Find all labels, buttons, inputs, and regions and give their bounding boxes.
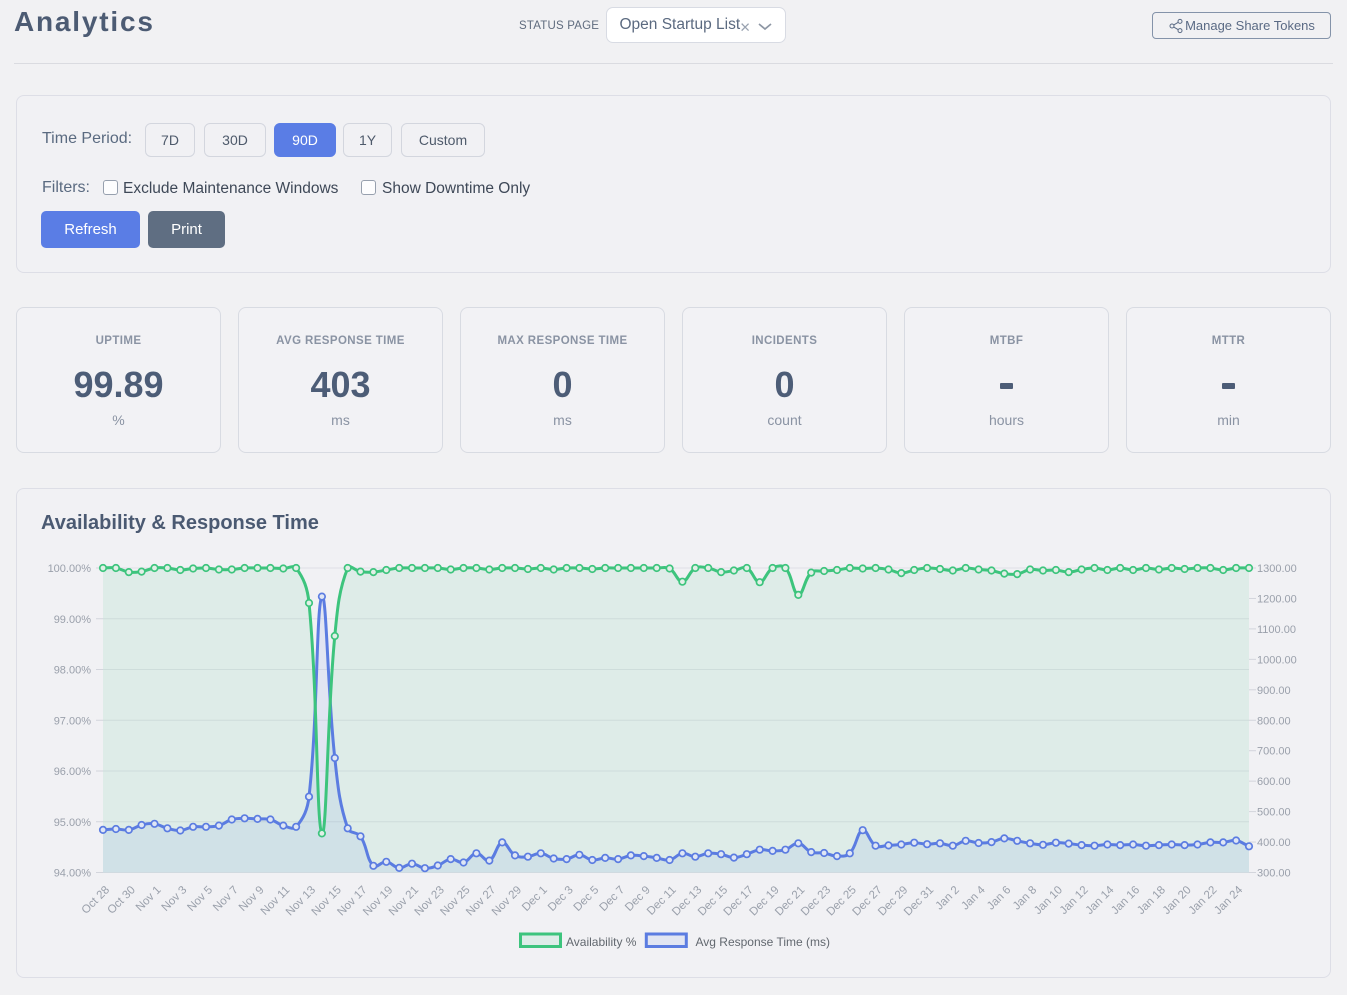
svg-text:800.00: 800.00 (1257, 715, 1291, 727)
svg-text:700.00: 700.00 (1257, 746, 1291, 758)
svg-text:98.00%: 98.00% (54, 665, 92, 677)
svg-text:96.00%: 96.00% (54, 766, 92, 778)
svg-text:1000.00: 1000.00 (1257, 654, 1297, 666)
svg-text:Nov 7: Nov 7 (211, 884, 241, 914)
svg-text:Dec 31: Dec 31 (902, 884, 936, 918)
svg-text:Dec 5: Dec 5 (572, 884, 602, 914)
svg-text:Availability %: Availability % (566, 935, 637, 949)
svg-text:Nov 5: Nov 5 (185, 884, 215, 914)
svg-text:Jan 24: Jan 24 (1212, 884, 1245, 917)
svg-text:99.00%: 99.00% (54, 614, 92, 626)
svg-text:600.00: 600.00 (1257, 776, 1291, 788)
svg-text:Dec 3: Dec 3 (546, 884, 576, 914)
svg-text:Jan 2: Jan 2 (934, 884, 962, 912)
svg-text:1200.00: 1200.00 (1257, 593, 1297, 605)
svg-text:Dec 1: Dec 1 (520, 884, 550, 914)
svg-text:1300.00: 1300.00 (1257, 563, 1297, 575)
svg-text:400.00: 400.00 (1257, 837, 1291, 849)
svg-text:Oct 28: Oct 28 (80, 884, 112, 916)
svg-text:Avg Response Time (ms): Avg Response Time (ms) (696, 935, 831, 949)
svg-text:Oct 30: Oct 30 (105, 884, 137, 916)
svg-text:900.00: 900.00 (1257, 685, 1291, 697)
svg-text:300.00: 300.00 (1257, 868, 1291, 880)
svg-text:Jan 6: Jan 6 (985, 884, 1013, 912)
svg-text:Dec 7: Dec 7 (597, 884, 627, 914)
svg-text:Nov 3: Nov 3 (160, 884, 190, 914)
svg-text:Nov 1: Nov 1 (134, 884, 164, 914)
svg-text:500.00: 500.00 (1257, 807, 1291, 819)
svg-text:1100.00: 1100.00 (1257, 624, 1296, 636)
svg-text:Jan 4: Jan 4 (959, 884, 988, 913)
svg-text:95.00%: 95.00% (54, 817, 92, 829)
svg-text:97.00%: 97.00% (54, 715, 92, 727)
svg-text:100.00%: 100.00% (48, 563, 92, 575)
svg-text:94.00%: 94.00% (54, 868, 92, 880)
